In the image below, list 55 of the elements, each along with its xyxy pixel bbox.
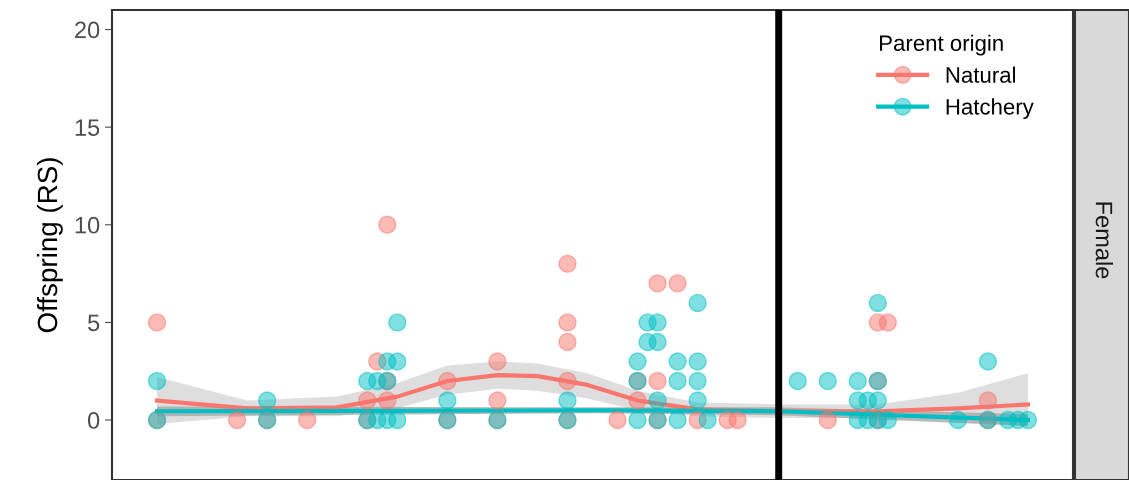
legend-title: Parent origin (880, 34, 1003, 56)
y-tick-label: 15 (75, 119, 100, 136)
point (648, 332, 667, 352)
point (728, 410, 747, 430)
text: Female (1095, 202, 1114, 279)
point (878, 313, 898, 332)
y-tick-label: 0 (87, 412, 100, 429)
point (298, 410, 317, 430)
point (818, 371, 837, 391)
point (688, 352, 707, 371)
point (648, 391, 667, 410)
point (438, 391, 457, 410)
point (868, 391, 887, 410)
point (698, 410, 717, 430)
point (978, 352, 998, 371)
y-tick-label: 20 (75, 21, 100, 39)
point (628, 410, 647, 430)
point (668, 352, 687, 371)
y-tick-label: 10 (75, 216, 100, 234)
point (558, 254, 577, 274)
point (688, 371, 707, 391)
legend-label: Natural (946, 66, 1016, 83)
point (868, 293, 887, 313)
point (848, 371, 867, 391)
legend-label: Hatchery (946, 98, 1034, 120)
point (558, 391, 577, 410)
point (818, 410, 837, 430)
point (848, 391, 867, 410)
point (147, 313, 167, 332)
point (227, 410, 247, 430)
point (978, 391, 998, 410)
point (848, 410, 867, 430)
point (388, 410, 407, 430)
point (668, 410, 687, 430)
point (378, 215, 397, 234)
point (147, 371, 167, 391)
point (648, 313, 667, 332)
point (388, 313, 407, 332)
point (668, 371, 687, 391)
point (688, 391, 707, 410)
point (1018, 410, 1038, 430)
y-tick-label: 5 (88, 314, 100, 332)
point (558, 371, 577, 391)
point (788, 371, 807, 391)
point (688, 293, 707, 313)
point (388, 352, 407, 371)
point (648, 274, 667, 293)
point (668, 274, 687, 293)
y-axis-title: Offspring (RS) (36, 158, 63, 333)
point (628, 352, 647, 371)
point (608, 410, 627, 430)
point (438, 371, 457, 391)
point (488, 352, 507, 371)
point (948, 410, 968, 430)
point (257, 391, 277, 410)
